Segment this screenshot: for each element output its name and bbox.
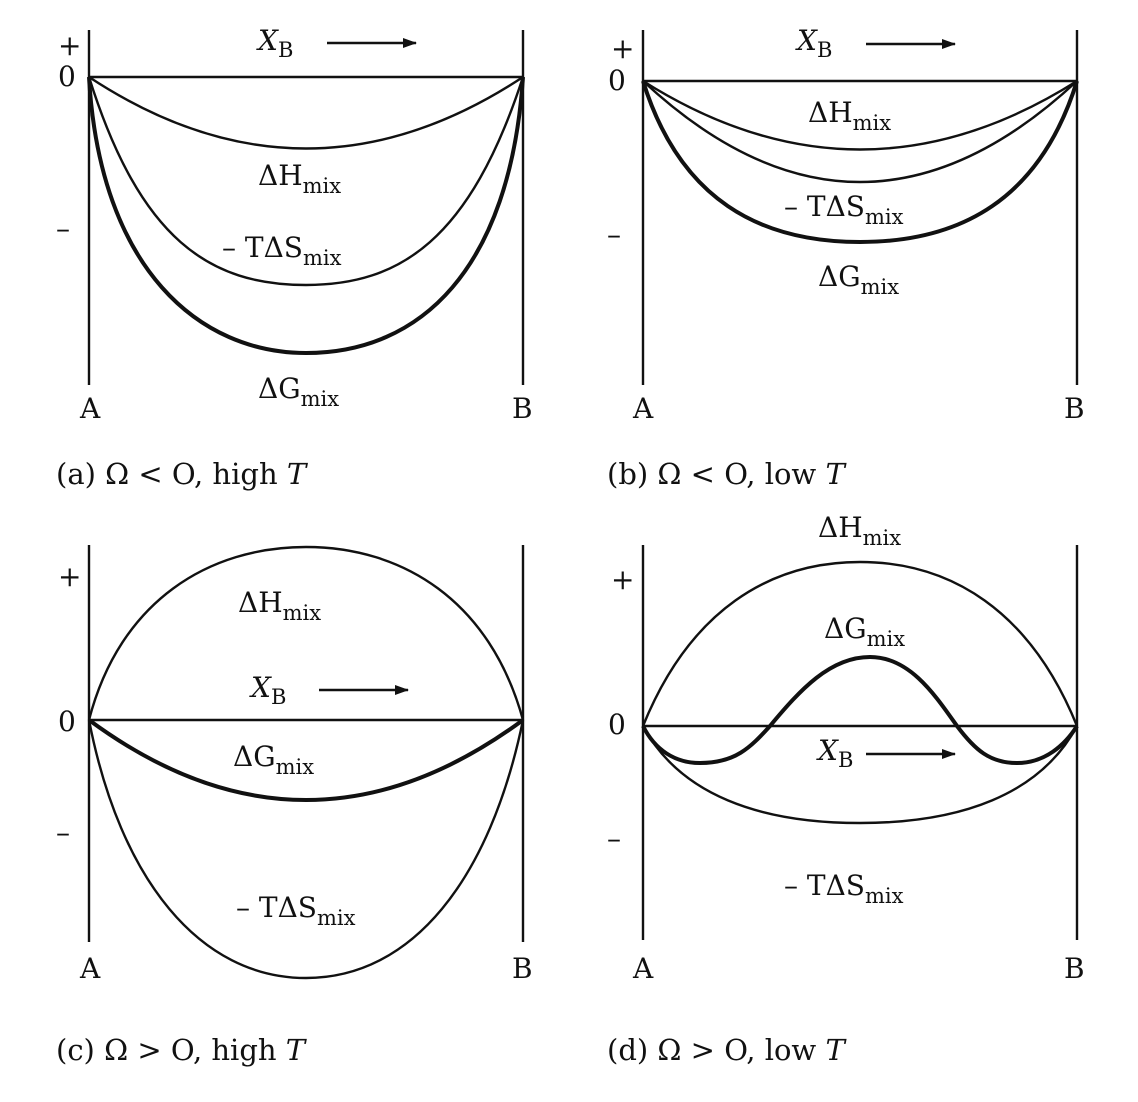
label-d-dH: ΔHmix: [818, 511, 901, 550]
y-tick-b-zero: 0: [608, 64, 626, 97]
xb-label-c: XB: [249, 671, 286, 709]
curve-d-dG: [641, 654, 1079, 766]
curve-a-dG: [87, 76, 525, 356]
curve-c-TdS: [87, 719, 525, 980]
label-a-dG: ΔGmix: [258, 372, 339, 411]
y-tick-c-plus: +: [58, 560, 81, 593]
caption-b: (b) Ω < O, low T: [607, 457, 847, 491]
x-label-d-right: B: [1064, 952, 1085, 985]
x-label-c-left: A: [79, 952, 101, 985]
y-tick-d-plus: +: [611, 563, 634, 596]
label-c-TdS: – TΔSmix: [236, 891, 356, 930]
panel-d: + 0 – A B XB ΔHmix ΔGmix – TΔSmix (d) Ω …: [607, 511, 1085, 1067]
x-label-b-right: B: [1064, 392, 1085, 425]
y-tick-a-zero: 0: [58, 60, 76, 93]
label-a-dH: ΔHmix: [258, 159, 341, 198]
caption-d: (d) Ω > O, low T: [607, 1033, 847, 1067]
label-a-TdS: – TΔSmix: [222, 231, 342, 270]
curve-d-TdS: [641, 725, 1079, 825]
y-tick-a-plus: +: [58, 29, 81, 62]
x-label-b-left: A: [632, 392, 654, 425]
x-label-a-right: B: [512, 392, 533, 425]
y-tick-b-plus: +: [611, 32, 634, 65]
label-d-TdS: – TΔSmix: [784, 869, 904, 908]
y-tick-d-minus: –: [607, 822, 621, 855]
xb-label-b: XB: [795, 24, 832, 62]
curve-d-dH: [641, 560, 1079, 727]
label-d-dG: ΔGmix: [824, 612, 905, 651]
xb-label-a: XB: [256, 24, 293, 62]
label-b-dG: ΔGmix: [818, 260, 899, 299]
curve-a-dH: [88, 75, 524, 150]
label-c-dH: ΔHmix: [238, 586, 321, 625]
caption-c: (c) Ω > O, high T: [56, 1033, 308, 1067]
curve-c-dG: [87, 718, 525, 802]
label-b-TdS: – TΔSmix: [784, 190, 904, 229]
x-label-d-left: A: [632, 952, 654, 985]
y-tick-a-minus: –: [56, 212, 70, 245]
curve-b-TdS: [642, 80, 1078, 184]
y-tick-d-zero: 0: [608, 708, 626, 741]
panel-b: + 0 – A B XB ΔHmix – TΔSmix ΔGmix (b) Ω …: [607, 24, 1085, 491]
y-tick-c-zero: 0: [58, 705, 76, 738]
x-label-a-left: A: [79, 392, 101, 425]
curve-c-dH: [87, 545, 525, 721]
y-tick-c-minus: –: [56, 816, 70, 849]
caption-a: (a) Ω < O, high T: [56, 457, 309, 491]
curve-a-TdS: [87, 76, 525, 287]
xb-label-d: XB: [816, 734, 853, 772]
x-label-c-right: B: [512, 952, 533, 985]
panel-c: + 0 – A B XB ΔHmix ΔGmix – TΔSmix (c) Ω …: [56, 545, 533, 1067]
label-c-dG: ΔGmix: [233, 740, 314, 779]
label-b-dH: ΔHmix: [808, 96, 891, 135]
curve-b-dH: [642, 79, 1078, 151]
curve-b-dG: [641, 80, 1079, 245]
panel-a: + 0 – A B XB ΔHmix – TΔSmix ΔGmix (a) Ω …: [56, 24, 533, 491]
y-tick-b-minus: –: [607, 218, 621, 251]
